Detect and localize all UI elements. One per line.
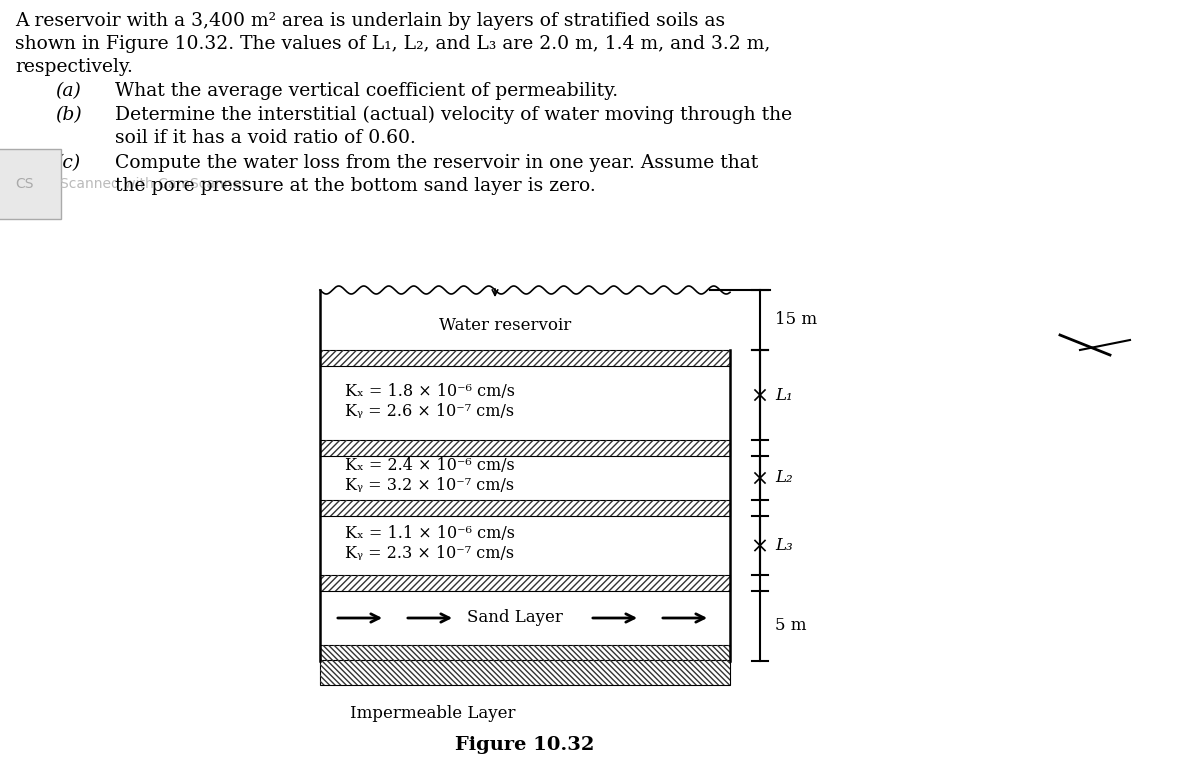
- Bar: [320, 660, 730, 685]
- Text: (a): (a): [55, 82, 80, 100]
- Text: L₂: L₂: [775, 470, 793, 487]
- Text: (c): (c): [55, 154, 80, 172]
- Text: Compute the water loss from the reservoir in one year. Assume that: Compute the water loss from the reservoi…: [115, 154, 758, 172]
- Text: L₃: L₃: [775, 537, 793, 554]
- Text: respectively.: respectively.: [14, 58, 133, 76]
- Bar: [320, 645, 730, 661]
- Bar: [320, 350, 730, 366]
- Text: Kₓ = 1.1 × 10⁻⁶ cm/s: Kₓ = 1.1 × 10⁻⁶ cm/s: [346, 525, 515, 542]
- Text: Kₓ = 1.8 × 10⁻⁶ cm/s: Kₓ = 1.8 × 10⁻⁶ cm/s: [346, 382, 515, 399]
- Text: Kᵧ = 3.2 × 10⁻⁷ cm/s: Kᵧ = 3.2 × 10⁻⁷ cm/s: [346, 477, 514, 495]
- Text: 5 m: 5 m: [775, 618, 806, 634]
- Text: Scanned with CamScanner: Scanned with CamScanner: [60, 177, 247, 191]
- Bar: [320, 440, 730, 456]
- Text: (b): (b): [55, 106, 82, 124]
- Bar: [320, 645, 730, 661]
- Text: soil if it has a void ratio of 0.60.: soil if it has a void ratio of 0.60.: [115, 129, 416, 147]
- Text: 15 m: 15 m: [775, 311, 817, 328]
- Text: Kᵧ = 2.3 × 10⁻⁷ cm/s: Kᵧ = 2.3 × 10⁻⁷ cm/s: [346, 545, 514, 562]
- Text: What the average vertical coefficient of permeability.: What the average vertical coefficient of…: [115, 82, 618, 100]
- Text: Water reservoir: Water reservoir: [439, 317, 571, 334]
- Text: Kₓ = 2.4 × 10⁻⁶ cm/s: Kₓ = 2.4 × 10⁻⁶ cm/s: [346, 458, 515, 474]
- Text: A reservoir with a 3,400 m² area is underlain by layers of stratified soils as: A reservoir with a 3,400 m² area is unde…: [14, 12, 725, 30]
- Text: Impermeable Layer: Impermeable Layer: [350, 705, 516, 722]
- Text: Figure 10.32: Figure 10.32: [455, 736, 595, 754]
- Text: the pore pressure at the bottom sand layer is zero.: the pore pressure at the bottom sand lay…: [115, 177, 595, 195]
- Text: Kᵧ = 2.6 × 10⁻⁷ cm/s: Kᵧ = 2.6 × 10⁻⁷ cm/s: [346, 402, 514, 420]
- Text: Sand Layer: Sand Layer: [467, 609, 563, 626]
- Bar: [320, 575, 730, 591]
- Text: Determine the interstitial (actual) velocity of water moving through the: Determine the interstitial (actual) velo…: [115, 106, 792, 124]
- Bar: [320, 350, 730, 366]
- Text: L₁: L₁: [775, 387, 793, 403]
- Bar: [320, 575, 730, 591]
- Bar: [320, 660, 730, 685]
- Bar: [320, 440, 730, 456]
- Bar: [320, 500, 730, 516]
- Text: CS: CS: [14, 177, 34, 191]
- Bar: [320, 500, 730, 516]
- Text: shown in Figure 10.32. The values of L₁, L₂, and L₃ are 2.0 m, 1.4 m, and 3.2 m,: shown in Figure 10.32. The values of L₁,…: [14, 35, 770, 53]
